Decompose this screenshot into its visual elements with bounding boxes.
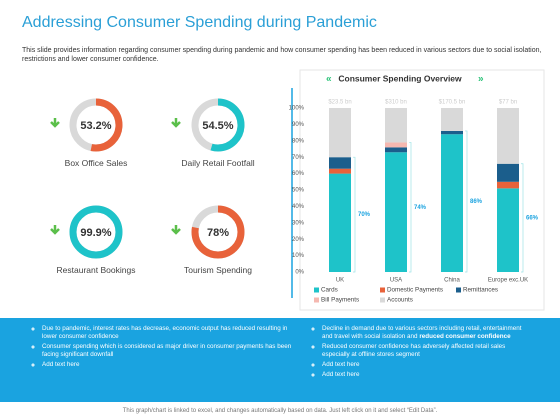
bullet-text: reduced consumer confidence <box>419 333 511 340</box>
arrow-icon <box>50 225 60 235</box>
notes-box: Due to pandemic, interest rates has decr… <box>0 318 560 402</box>
bar-segment <box>441 108 463 131</box>
legend-label: Bill Payments <box>321 297 359 304</box>
y-tick-label: 40% <box>292 204 305 210</box>
bar-segment <box>441 130 463 135</box>
legend-swatch <box>456 287 461 293</box>
chevron: » <box>478 74 484 85</box>
donut-arc <box>191 98 245 152</box>
y-tick-label: 30% <box>292 220 305 226</box>
bar-segment <box>329 108 351 158</box>
y-tick-label: 10% <box>292 253 305 259</box>
donut-value: 53.2% <box>80 120 111 132</box>
category-total: $77 bn <box>499 100 517 106</box>
title: Addressing Consumer Spending during Pand… <box>22 14 377 31</box>
bar-segment <box>385 108 407 143</box>
bar-segment <box>329 168 351 174</box>
footer: This graph/chart is linked to excel, and… <box>122 408 438 414</box>
annotation: 86% <box>470 199 483 205</box>
bar-segment <box>497 188 519 272</box>
x-tick-label: USA <box>390 278 402 284</box>
y-tick-label: 80% <box>292 138 305 144</box>
annotation: 70% <box>358 212 371 218</box>
donut-arc <box>191 205 245 259</box>
legend-swatch <box>380 287 385 293</box>
y-tick-label: 70% <box>292 155 305 161</box>
legend-label: Remittances <box>463 287 498 294</box>
annotation: 74% <box>414 205 427 211</box>
arrow-icon <box>171 225 181 235</box>
bar-segment <box>329 173 351 272</box>
notes-right: Decline in demand due to various sectors… <box>312 325 532 381</box>
notes-left: Due to pandemic, interest rates has decr… <box>32 325 304 371</box>
donut-value: 99.9% <box>80 227 111 239</box>
donut-label: Restaurant Bookings <box>56 265 136 275</box>
donut-value: 78% <box>207 227 229 239</box>
legend-swatch <box>314 287 319 293</box>
y-tick-label: 20% <box>292 237 305 243</box>
legend-label: Domestic Payments <box>387 287 443 294</box>
annotation: 66% <box>526 215 539 221</box>
x-tick-label: China <box>444 278 460 284</box>
category-total: $310 bn <box>385 100 407 106</box>
y-tick-label: 0% <box>295 270 304 276</box>
bullet: Due to pandemic, interest rates has decr… <box>42 325 304 341</box>
bullet: Add text here <box>322 361 532 369</box>
bullet: Add text here <box>42 361 304 369</box>
bracket <box>409 142 412 273</box>
y-tick-label: 90% <box>292 122 305 128</box>
category-total: $23.5 bn <box>328 100 351 106</box>
donut-label: Tourism Spending <box>183 265 253 275</box>
legend-label: Accounts <box>387 297 413 304</box>
bracket <box>353 156 356 273</box>
bar-segment <box>497 108 519 164</box>
y-tick-label: 60% <box>292 171 305 177</box>
donut-arc <box>69 205 123 259</box>
y-tick-label: 100% <box>289 106 305 112</box>
bracket <box>521 163 524 273</box>
bar-segment <box>329 157 351 169</box>
description: This slide provides information regardin… <box>22 47 542 63</box>
category-total: $170.5 bn <box>439 100 466 106</box>
bar-segment <box>385 147 407 153</box>
bar-segment <box>441 134 463 272</box>
x-tick-label: UK <box>336 278 344 284</box>
bullet-text: Add text here <box>322 371 360 378</box>
bullet: Add text here <box>322 371 532 379</box>
x-tick-label: Europe exc.UK <box>488 278 528 284</box>
donut-arc <box>69 98 123 152</box>
bullet-text: Add text here <box>322 361 360 368</box>
bar-segment <box>385 152 407 272</box>
bar-segment <box>497 163 519 182</box>
y-tick-label: 50% <box>292 188 305 194</box>
bullet-text: Decline in demand due to various sectors… <box>322 325 522 340</box>
donut-value: 54.5% <box>202 120 233 132</box>
bullet: Reduced consumer confidence has adversel… <box>322 343 532 359</box>
legend-swatch <box>314 297 319 303</box>
legend-label: Cards <box>321 287 338 294</box>
bullet: Decline in demand due to various sectors… <box>322 325 532 341</box>
chevron: « <box>326 74 332 85</box>
bullet: Consumer spending which is considered as… <box>42 343 304 359</box>
arrow-icon <box>171 118 181 128</box>
bullet-text: Reduced consumer confidence has adversel… <box>322 343 506 358</box>
donut-label: Daily Retail Footfall <box>181 158 255 168</box>
bracket <box>465 130 468 273</box>
bar-segment <box>497 181 519 189</box>
donut-label: Box Office Sales <box>64 158 128 168</box>
bar-segment <box>385 142 407 148</box>
arrow-icon <box>50 118 60 128</box>
legend-swatch <box>380 297 385 303</box>
chart-title: Consumer Spending Overview <box>338 73 462 83</box>
